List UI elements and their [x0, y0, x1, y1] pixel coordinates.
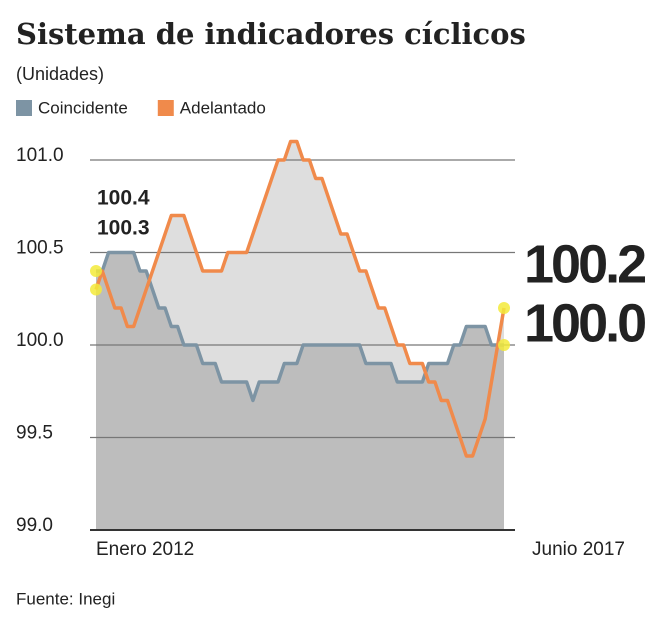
chart-title: Sistema de indicadores cíclicos: [16, 17, 526, 51]
legend-label: Coincidente: [38, 98, 128, 117]
y-tick-label: 99.5: [16, 423, 53, 444]
y-tick-label: 101.0: [16, 145, 64, 166]
value-label: 100.2: [524, 234, 645, 294]
value-label: 100.0: [524, 293, 645, 353]
legend-label: Adelantado: [180, 98, 266, 117]
source: Fuente: Inegi: [16, 589, 115, 608]
x-tick-label: Junio 2017: [532, 539, 625, 560]
line: [94, 139, 506, 458]
legend-swatch: [157, 100, 174, 116]
y-tick-label: 100.5: [16, 238, 64, 259]
line: [96, 250, 504, 403]
point-marker: [498, 339, 510, 351]
point-marker: [498, 302, 510, 314]
y-tick-label: 100.0: [16, 330, 64, 351]
chart-subtitle: (Unidades): [16, 64, 104, 84]
y-tick-label: 99.0: [16, 515, 53, 536]
legend-swatch: [16, 100, 32, 116]
value-label: 100.4: [97, 187, 150, 210]
value-label: 100.3: [97, 217, 150, 240]
area: [96, 252, 504, 530]
x-tick-label: Enero 2012: [96, 539, 194, 560]
point-marker: [90, 265, 102, 277]
point-marker: [90, 283, 102, 296]
